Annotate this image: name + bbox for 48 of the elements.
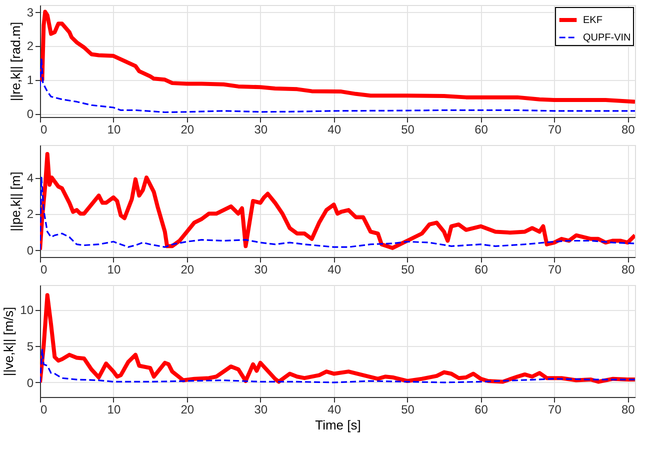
y-tick-label: 4 (26, 171, 34, 186)
y-tick-label: 2 (26, 207, 34, 222)
line-series (40, 10, 635, 104)
y-tick-label: 0 (26, 107, 34, 122)
x-tick-label: 10 (107, 262, 121, 276)
x-tick-label: 70 (548, 262, 562, 276)
x-tick-label: 40 (328, 402, 342, 416)
x-tick-label: 60 (474, 262, 488, 276)
x-tick-label: 10 (107, 402, 121, 416)
y-tick-label: 2 (26, 39, 34, 54)
x-tick-label: 0 (40, 262, 48, 276)
y-tick-label: 0 (26, 243, 34, 258)
x-tick-label: 50 (401, 122, 415, 136)
x-tick-label: 50 (401, 402, 415, 416)
line-series (40, 58, 635, 114)
x-tick-label: 50 (401, 262, 415, 276)
y-tick-label: 1 (26, 73, 34, 88)
x-tick-label: 60 (474, 402, 488, 416)
x-tick-label: 70 (548, 122, 562, 136)
y-axis-title: ||re,k|| [rad.m] (8, 22, 23, 102)
x-tick-label: 70 (548, 402, 562, 416)
y-axis-title: ||ve,k|| [m/s] (1, 306, 16, 376)
x-tick-label: 30 (254, 262, 268, 276)
y-tick-label: 5 (26, 340, 34, 354)
x-tick-label: 80 (621, 122, 636, 136)
x-tick-label: 40 (328, 122, 342, 136)
x-tick-label: 80 (621, 402, 636, 416)
x-tick-label: 0 (40, 122, 48, 136)
x-tick-label: 20 (180, 122, 194, 136)
x-tick-label: 60 (474, 122, 488, 136)
x-tick-label: 0 (40, 402, 48, 416)
x-axis-title: Time [s] (315, 418, 361, 432)
line-series (40, 348, 635, 384)
x-tick-label: 30 (254, 402, 268, 416)
legend-label: QUPF-VIN (583, 32, 631, 44)
legend-label: EKF (583, 15, 602, 26)
x-tick-label: 20 (180, 402, 194, 416)
y-tick-label: 0 (26, 376, 34, 390)
y-tick-label: 10 (20, 303, 34, 318)
x-tick-label: 80 (621, 262, 636, 276)
x-tick-label: 20 (180, 262, 194, 276)
x-tick-label: 40 (328, 262, 342, 276)
line-series (40, 176, 635, 251)
y-tick-label: 3 (26, 5, 34, 20)
x-tick-label: 10 (107, 122, 121, 136)
y-axis-title: ||pe,k|| [m] (8, 172, 23, 232)
x-tick-label: 30 (254, 122, 268, 136)
line-series (40, 152, 635, 252)
